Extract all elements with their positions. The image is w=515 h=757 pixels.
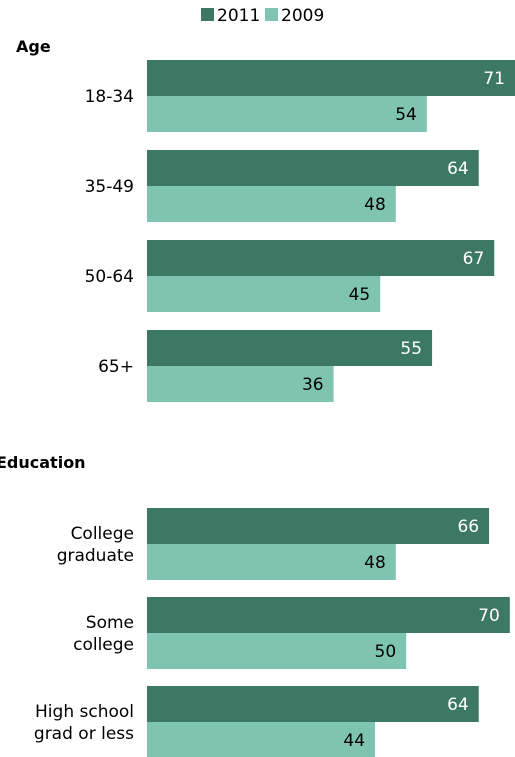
bar-2009: [147, 186, 396, 222]
bar-2011: [147, 330, 433, 366]
category-label: graduate: [57, 546, 134, 566]
legend-label-1: 2009: [281, 6, 324, 26]
bar-value-label: 70: [478, 606, 500, 626]
bar-2011: [147, 240, 495, 276]
category-0-3: 65+ 55 36: [98, 330, 433, 402]
bar-value-label: 71: [483, 69, 505, 89]
bar-value-label: 54: [395, 105, 417, 125]
bar-2009: [147, 633, 407, 669]
bar-2009: [147, 96, 427, 132]
category-label: college: [73, 635, 134, 655]
bar-2009: [147, 366, 334, 402]
category-label: grad or less: [34, 724, 134, 744]
legend-swatch-1: [265, 8, 278, 21]
category-label: 35-49: [85, 177, 134, 197]
bar-2009: [147, 544, 396, 580]
category-label: 18-34: [85, 87, 134, 107]
group-title: Education: [0, 453, 86, 472]
bar-value-label: 64: [447, 159, 469, 179]
chart-groups: Age 18-34 71 54 35-49 64 48 50-64 67 45 65+ 55 36 Edu…: [0, 37, 515, 757]
bar-value-label: 50: [375, 642, 397, 662]
bar-value-label: 45: [349, 285, 371, 305]
bar-2009: [147, 276, 381, 312]
category-label: Some: [86, 613, 134, 633]
bar-value-label: 48: [364, 195, 386, 215]
bar-value-label: 48: [364, 553, 386, 573]
bar-value-label: 64: [447, 695, 469, 715]
category-label: College: [71, 524, 134, 544]
bar-value-label: 55: [400, 339, 422, 359]
bar-value-label: 67: [463, 249, 485, 269]
bar-value-label: 44: [343, 731, 365, 751]
bar-2011: [147, 686, 479, 722]
category-label: 50-64: [85, 267, 134, 287]
bar-2011: [147, 150, 479, 186]
bar-2011: [147, 508, 490, 544]
category-label: 65+: [98, 357, 134, 377]
bar-2009: [147, 722, 376, 757]
legend-swatch-0: [201, 8, 214, 21]
group-0: Age 18-34 71 54 35-49 64 48 50-64 67 45 65+ 55 36: [16, 37, 515, 402]
bar-value-label: 66: [457, 517, 479, 537]
legend: 2011 2009: [201, 6, 324, 26]
bar-2011: [147, 597, 510, 633]
bar-value-label: 36: [302, 375, 324, 395]
group-title: Age: [16, 37, 51, 56]
legend-label-0: 2011: [217, 6, 260, 26]
category-0-2: 50-64 67 45: [85, 240, 495, 312]
category-label: High school: [35, 702, 134, 722]
category-0-0: 18-34 71 54: [85, 60, 515, 132]
category-0-1: 35-49 64 48: [85, 150, 479, 222]
bar-2011: [147, 60, 515, 96]
